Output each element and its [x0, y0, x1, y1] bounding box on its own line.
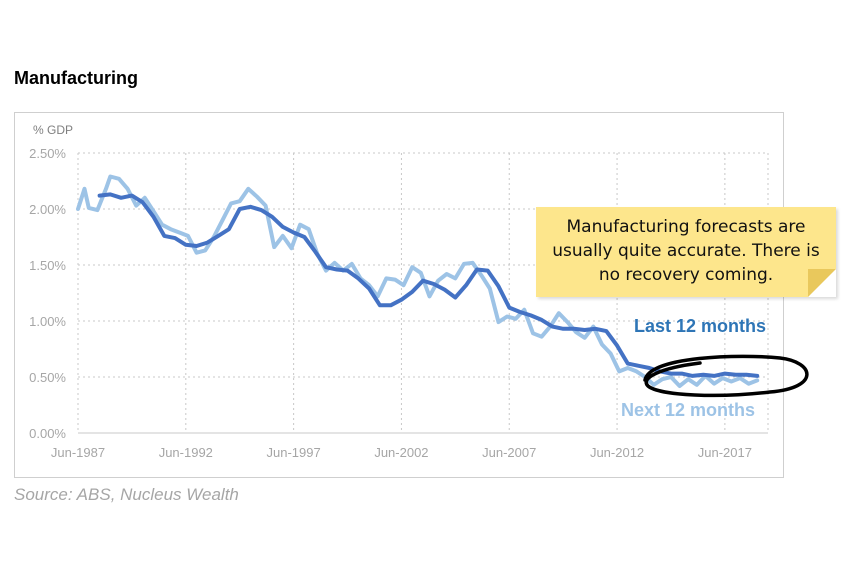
series-line-next-12-months — [76, 174, 760, 388]
x-tick-label: Jun-2017 — [698, 445, 752, 460]
y-tick-label: 2.00% — [29, 202, 66, 217]
note-fold-corner — [808, 269, 836, 297]
annotation-sticky-note: Manufacturing forecasts are usually quit… — [536, 207, 836, 297]
series-label-next: Next 12 months — [621, 400, 756, 420]
source-note: Source: ABS, Nucleus Wealth — [14, 485, 239, 504]
annotation-text: Manufacturing forecasts are usually quit… — [552, 217, 820, 285]
x-tick-label: Jun-2002 — [374, 445, 428, 460]
y-tick-label: 0.00% — [29, 426, 66, 441]
y-tick-label: 1.50% — [29, 258, 66, 273]
x-tick-label: Jun-2012 — [590, 445, 644, 460]
series-label-last: Last 12 months — [634, 316, 767, 336]
x-tick-label: Jun-2007 — [482, 445, 536, 460]
x-tick-label: Jun-1997 — [267, 445, 321, 460]
y-tick-label: 2.50% — [29, 146, 66, 161]
y-axis-unit-label: % GDP — [33, 123, 73, 137]
x-tick-label: Jun-1992 — [159, 445, 213, 460]
y-tick-label: 1.00% — [29, 314, 66, 329]
y-tick-label: 0.50% — [29, 370, 66, 385]
x-tick-label: Jun-1987 — [51, 445, 105, 460]
chart-title: Manufacturing — [14, 68, 138, 88]
